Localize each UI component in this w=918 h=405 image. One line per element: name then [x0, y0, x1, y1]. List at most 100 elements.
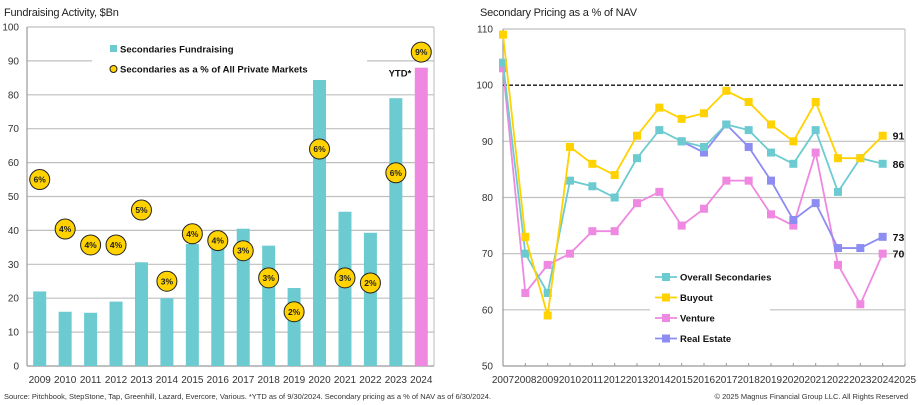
- pct-bubble-label: 2%: [288, 307, 301, 317]
- point-overall-secondaries-2018: [744, 126, 753, 135]
- x-tick-label: 2018: [258, 375, 281, 386]
- pct-bubble-label: 3%: [237, 246, 250, 256]
- x-tick-label: 2015: [181, 375, 204, 386]
- x-tick-label: 2014: [648, 375, 671, 386]
- bar-2014: [160, 298, 174, 366]
- y-tick-label: 50: [8, 192, 20, 203]
- y-tick-label: 0: [13, 362, 19, 373]
- point-real-estate-2022: [834, 244, 842, 253]
- x-tick-label: 2013: [130, 375, 153, 386]
- x-tick-label: 2009: [537, 375, 560, 386]
- x-tick-label: 2013: [626, 375, 649, 386]
- point-real-estate-2015: [677, 137, 686, 146]
- pct-bubble-label: 3%: [263, 273, 276, 283]
- legend-label-real-estate: Real Estate: [680, 334, 731, 345]
- legend-background: [92, 40, 367, 80]
- pct-bubble-label: 3%: [161, 276, 174, 286]
- point-real-estate-2017: [722, 120, 731, 129]
- point-overall-secondaries-2024: [878, 159, 887, 168]
- point-overall-secondaries-2007: [499, 58, 507, 67]
- bar-2016: [211, 244, 225, 366]
- x-tick-label: 2022: [827, 375, 850, 386]
- y-tick-label: 70: [8, 124, 20, 135]
- pct-bubble-2012: [105, 234, 127, 256]
- legend-label-fundraising: Secondaries Fundraising: [120, 45, 234, 56]
- y-tick-label: 60: [8, 158, 20, 169]
- y-tick-label: 40: [8, 226, 20, 237]
- point-venture-2016: [700, 204, 708, 213]
- bar-2013: [134, 262, 148, 366]
- x-tick-label: 2021: [805, 375, 828, 386]
- legend-marker-real-estate: [662, 334, 670, 343]
- pct-bubble-label: 4%: [84, 240, 97, 250]
- point-overall-secondaries-2022: [834, 187, 842, 196]
- point-real-estate-2023: [856, 244, 865, 253]
- bar-2024: [414, 67, 428, 367]
- y-tick-label: 70: [482, 249, 494, 260]
- point-overall-secondaries-2011: [588, 182, 597, 191]
- legend-background: [650, 267, 770, 347]
- series-line-overall-secondaries: [502, 62, 883, 296]
- x-tick-label: 2017: [232, 375, 255, 386]
- point-venture-2011: [588, 227, 597, 236]
- x-tick-label: 2022: [359, 375, 382, 386]
- ytd-annotation: YTD*: [389, 69, 412, 80]
- x-tick-label: 2011: [80, 375, 102, 386]
- copyright-notice: © 2025 Magnus Financial Group LLC. All R…: [714, 392, 908, 401]
- legend-label-venture: Venture: [680, 314, 715, 325]
- pct-bubble-label: 6%: [390, 168, 403, 178]
- x-tick-label: 2009: [29, 375, 52, 386]
- pct-bubble-2021: [334, 267, 356, 289]
- point-venture-2022: [834, 260, 842, 269]
- bar-2023: [389, 98, 403, 366]
- pct-bubble-2013: [130, 199, 152, 221]
- bar-2020: [313, 60, 327, 367]
- x-tick-label: 2011: [582, 375, 604, 386]
- pct-bubble-2024: [410, 41, 432, 63]
- point-venture-2012: [610, 227, 619, 236]
- point-venture-2009: [543, 260, 552, 269]
- pct-bubble-label: 9%: [415, 47, 428, 57]
- x-tick-label: 2021: [334, 375, 357, 386]
- x-tick-label: 2012: [604, 375, 627, 386]
- end-label-venture: 70: [893, 249, 905, 261]
- end-label-buyout: 91: [893, 131, 905, 143]
- point-real-estate-2024: [878, 232, 887, 241]
- pct-bubble-label: 4%: [110, 240, 123, 250]
- pct-bubble-2016: [207, 230, 229, 252]
- bar-2012: [109, 301, 123, 366]
- bar-2011: [84, 312, 98, 366]
- y-tick-label: 90: [482, 137, 494, 148]
- pct-bubble-label: 4%: [186, 229, 199, 239]
- point-venture-2021: [811, 148, 820, 157]
- point-venture-2007: [499, 64, 507, 73]
- point-overall-secondaries-2017: [722, 120, 731, 129]
- y-tick-label: 100: [2, 23, 19, 34]
- point-buyout-2018: [744, 98, 753, 107]
- point-buyout-2017: [722, 86, 731, 95]
- bar-2019: [287, 288, 301, 366]
- legend-marker-venture: [662, 314, 670, 322]
- x-tick-label: 2014: [156, 375, 179, 386]
- point-buyout-2022: [834, 154, 842, 163]
- pct-bubble-label: 3%: [339, 273, 352, 283]
- x-tick-label: 2019: [760, 375, 783, 386]
- bar-2018: [262, 245, 276, 366]
- point-buyout-2020: [789, 137, 798, 146]
- end-label-real-estate: 73: [893, 232, 905, 244]
- y-tick-label: 10: [8, 328, 20, 339]
- bar-2015: [185, 243, 199, 366]
- x-tick-label: 2016: [693, 375, 716, 386]
- bar-2017: [236, 228, 250, 366]
- point-buyout-2014: [655, 103, 664, 112]
- pct-bubble-2022: [359, 272, 381, 294]
- pct-bubble-2023: [385, 162, 407, 184]
- y-tick-label: 30: [8, 260, 20, 271]
- legend-label-overall-secondaries: Overall Secondaries: [680, 273, 771, 284]
- bar-2021: [338, 211, 352, 366]
- legend-swatch-fundraising: [110, 45, 117, 52]
- y-tick-label: 50: [482, 362, 494, 373]
- x-tick-label: 2012: [105, 375, 128, 386]
- point-buyout-2016: [700, 109, 708, 118]
